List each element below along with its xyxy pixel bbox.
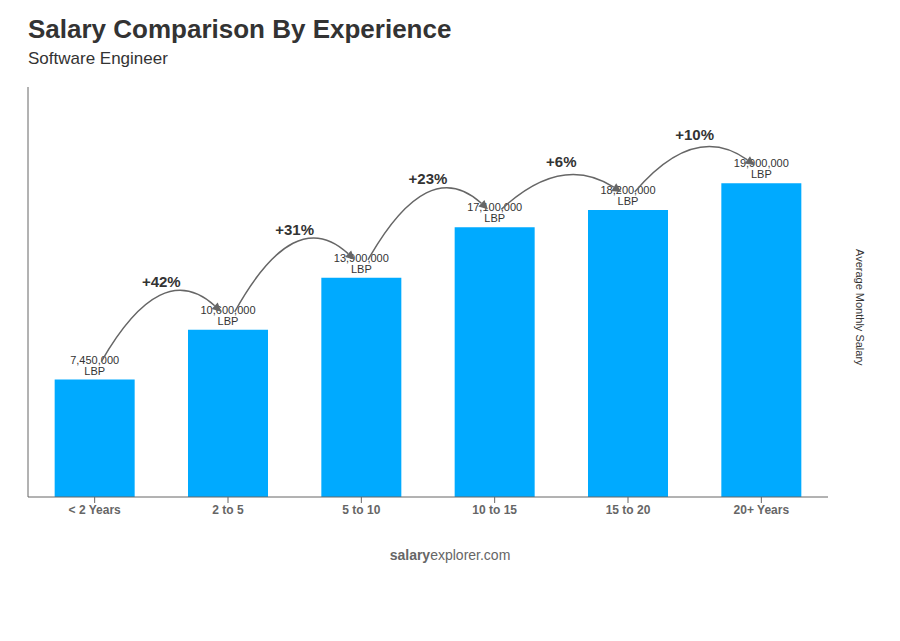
svg-text:7,450,000LBP: 7,450,000LBP bbox=[70, 354, 119, 377]
svg-text:13,900,000LBP: 13,900,000LBP bbox=[334, 252, 389, 275]
svg-text:+10%: +10% bbox=[675, 126, 714, 143]
svg-text:17,100,000LBP: 17,100,000LBP bbox=[467, 201, 522, 224]
html-text:Salary Comparison By Experienc: Salary Comparison By Experience bbox=[28, 14, 452, 44]
svg-text:10 to 15: 10 to 15 bbox=[472, 503, 517, 517]
svg-text:+42%: +42% bbox=[142, 273, 181, 290]
svg-text:+31%: +31% bbox=[275, 221, 314, 238]
svg-text:10,600,000LBP: 10,600,000LBP bbox=[200, 304, 255, 327]
svg-text:20+ Years: 20+ Years bbox=[734, 503, 790, 517]
svg-text:19,900,000LBP: 19,900,000LBP bbox=[734, 157, 789, 180]
svg-text:+6%: +6% bbox=[546, 153, 576, 170]
svg-text:< 2 Years: < 2 Years bbox=[69, 503, 121, 517]
svg-text:15 to 20: 15 to 20 bbox=[606, 503, 651, 517]
svg-text:2 to 5: 2 to 5 bbox=[212, 503, 244, 517]
html-text:Average Monthly Salary: Average Monthly Salary bbox=[854, 248, 866, 366]
html-text:Software Engineer: Software Engineer bbox=[28, 49, 168, 68]
html-text:salary explorer.com: salary explorer.com bbox=[389, 547, 511, 563]
svg-text:18,200,000LBP: 18,200,000LBP bbox=[600, 184, 655, 207]
svg-text:5 to 10: 5 to 10 bbox=[342, 503, 380, 517]
svg-text:+23%: +23% bbox=[409, 170, 448, 187]
